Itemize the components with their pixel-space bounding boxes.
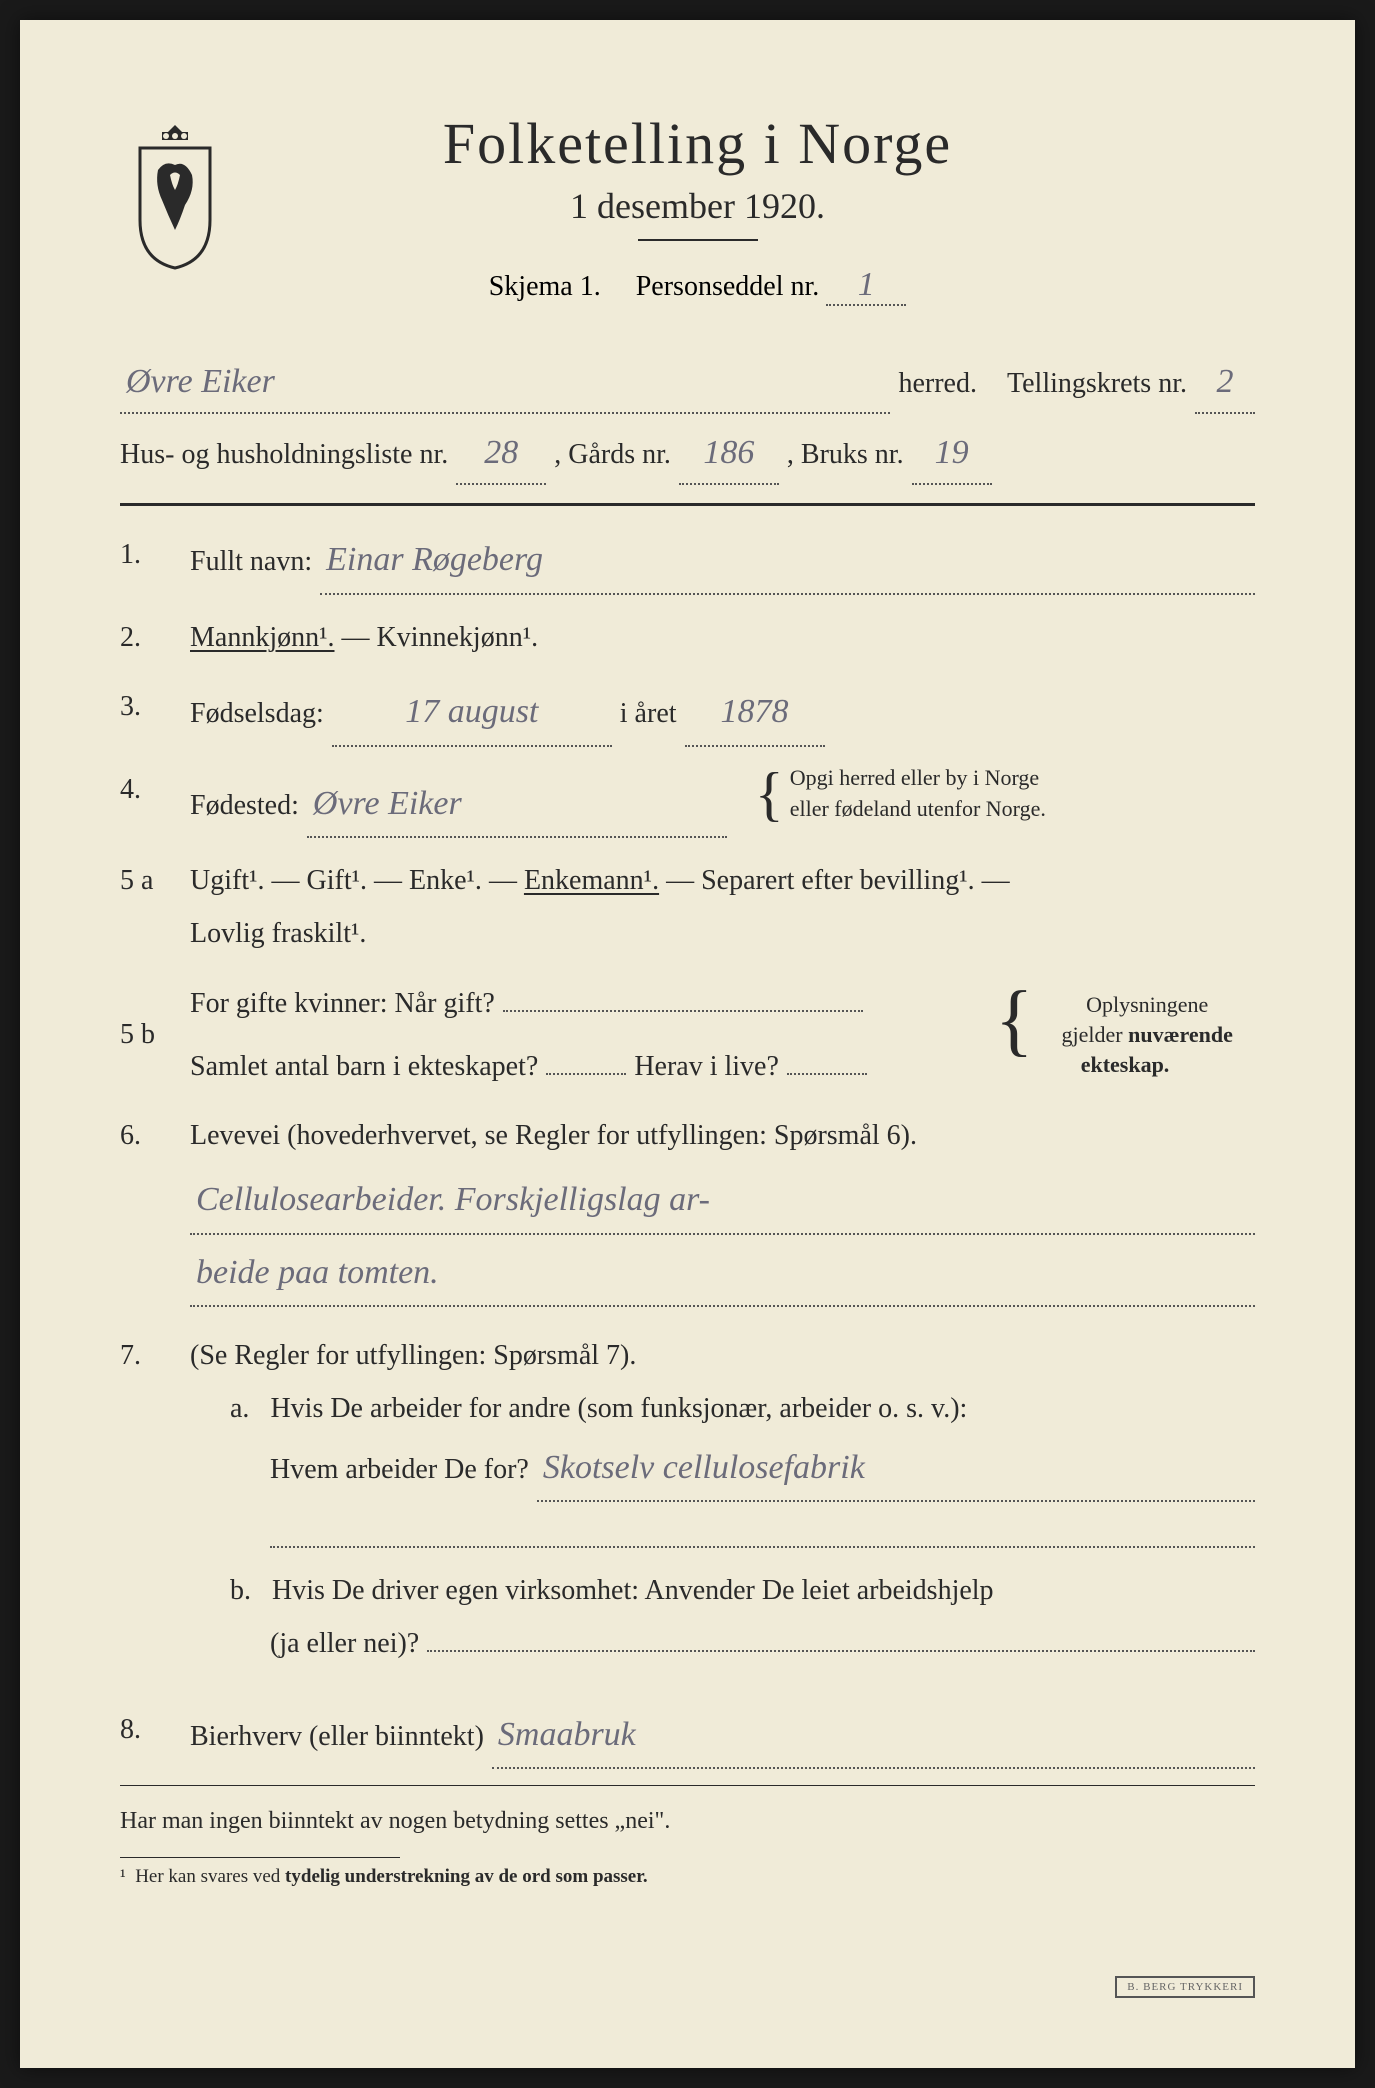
tellingskrets-nr: 2 — [1195, 351, 1255, 414]
q3-year: 1878 — [685, 680, 825, 747]
q5b-l2a: Samlet antal barn i ekteskapet? — [190, 1040, 538, 1093]
q6-num: 6. — [120, 1109, 190, 1313]
husliste-nr: 28 — [456, 422, 546, 485]
main-title: Folketelling i Norge — [260, 110, 1135, 177]
q3-num: 3. — [120, 680, 190, 747]
bruks-label: , Bruks nr. — [787, 430, 904, 480]
husliste-label: Hus- og husholdningsliste nr. — [120, 430, 448, 480]
q8-num: 8. — [120, 1703, 190, 1770]
q5a-fraskilt: Lovlig fraskilt¹. — [190, 918, 366, 949]
q5b: 5 b For gifte kvinner: Når gift? Samlet … — [120, 977, 1255, 1093]
q5b-l1-fill — [503, 1010, 863, 1012]
q4: 4. Fødested: Øvre Eiker { Opgi herred el… — [120, 763, 1255, 838]
header: Folketelling i Norge 1 desember 1920. Sk… — [120, 110, 1255, 321]
schema-line: Skjema 1. Personseddel nr. 1 — [260, 266, 1135, 306]
q8-label: Bierhverv (eller biinntekt) — [190, 1710, 484, 1763]
divider-2 — [120, 1785, 1255, 1786]
divider-1 — [120, 503, 1255, 506]
title-rule — [638, 239, 758, 241]
q4-label: Fødested: — [190, 779, 299, 832]
q3-day: 17 august — [332, 680, 612, 747]
q5a-separert: Separert efter bevilling¹. — [701, 865, 975, 896]
q2-mannkjonn: Mannkjønn¹. — [190, 622, 335, 653]
q6-label: Levevei (hovederhvervet, se Regler for u… — [190, 1120, 917, 1151]
q7a-label: a. — [230, 1393, 249, 1424]
q5a-enkemann: Enkemann¹. — [524, 865, 659, 896]
herred-label: herred. — [898, 359, 977, 409]
q3: 3. Fødselsdag: 17 august i året 1878 — [120, 680, 1255, 747]
gards-label: , Gårds nr. — [554, 430, 671, 480]
q7b-text1: Hvis De driver egen virksomhet: Anvender… — [272, 1575, 994, 1606]
herred-line: Øvre Eiker herred. Tellingskrets nr. 2 — [120, 351, 1255, 414]
gards-nr: 186 — [679, 422, 779, 485]
q5b-l2b: Herav i live? — [634, 1040, 779, 1093]
personseddel-label: Personseddel nr. — [636, 271, 820, 302]
q7a-text1: Hvis De arbeider for andre (som funksjon… — [270, 1393, 967, 1424]
q4-value: Øvre Eiker — [307, 772, 727, 839]
skjema-label: Skjema 1. — [489, 271, 601, 302]
q6-value-l1: Cellulosearbeider. Forskjelligslag ar- — [190, 1168, 1255, 1235]
q7a-text2: Hvem arbeider De for? — [270, 1443, 529, 1496]
q1-num: 1. — [120, 528, 190, 595]
q4-note: { Opgi herred eller by i Norge eller fød… — [755, 763, 1046, 825]
q5b-l2a-fill — [546, 1073, 626, 1075]
q7b-fill — [427, 1650, 1255, 1652]
q3-label: Fødselsdag: — [190, 687, 324, 740]
coat-of-arms-icon — [120, 120, 230, 270]
q5b-note-l1: Oplysningene — [1086, 992, 1208, 1017]
q8-value: Smaabruk — [492, 1703, 1255, 1770]
title-block: Folketelling i Norge 1 desember 1920. Sk… — [260, 110, 1255, 321]
q7: 7. (Se Regler for utfyllingen: Spørsmål … — [120, 1329, 1255, 1686]
q7b: b. Hvis De driver egen virksomhet: Anven… — [230, 1564, 1255, 1670]
q7-label: (Se Regler for utfyllingen: Spørsmål 7). — [190, 1340, 636, 1371]
q4-note-l2: eller fødeland utenfor Norge. — [790, 796, 1046, 821]
q1-value: Einar Røgeberg — [320, 528, 1255, 595]
census-form-page: Folketelling i Norge 1 desember 1920. Sk… — [20, 20, 1355, 2068]
footnote-text: Her kan svares ved tydelig understreknin… — [135, 1866, 647, 1887]
q4-note-l1: Opgi herred eller by i Norge — [790, 765, 1039, 790]
q3-mid: i året — [620, 687, 677, 740]
q7a: a. Hvis De arbeider for andre (som funks… — [230, 1382, 1255, 1548]
biinntekt-note: Har man ingen biinntekt av nogen betydni… — [120, 1800, 1255, 1843]
q7b-text2: (ja eller nei)? — [270, 1617, 419, 1670]
q6: 6. Levevei (hovederhvervet, se Regler fo… — [120, 1109, 1255, 1313]
q5b-l1: For gifte kvinner: Når gift? — [190, 977, 495, 1030]
q5a-num: 5 a — [120, 854, 190, 960]
personseddel-nr: 1 — [826, 266, 906, 306]
footnote-rule — [120, 1857, 400, 1858]
q2-kvinnekjonn: Kvinnekjønn¹. — [377, 622, 539, 653]
q2: 2. Mannkjønn¹. — Kvinnekjønn¹. — [120, 611, 1255, 664]
q1: 1. Fullt navn: Einar Røgeberg — [120, 528, 1255, 595]
printer-stamp: B. BERG TRYKKERI — [1115, 1976, 1255, 1998]
q5b-l2b-fill — [787, 1073, 867, 1075]
q5a: 5 a Ugift¹. — Gift¹. — Enke¹. — Enkemann… — [120, 854, 1255, 960]
q8: 8. Bierhverv (eller biinntekt) Smaabruk — [120, 1703, 1255, 1770]
q7a-extra-line — [270, 1508, 1255, 1548]
q5a-ugift: Ugift¹. — [190, 865, 265, 896]
q6-value-l2: beide paa tomten. — [190, 1241, 1255, 1308]
q7-num: 7. — [120, 1329, 190, 1686]
footnote: ¹ Her kan svares ved tydelig understrekn… — [120, 1866, 1255, 1888]
q7a-value: Skotselv cellulosefabrik — [537, 1436, 1255, 1503]
herred-value: Øvre Eiker — [120, 351, 890, 414]
q5b-note: { Oplysningene gjelder nuværende ekteska… — [995, 990, 1255, 1079]
husliste-line: Hus- og husholdningsliste nr. 28 , Gårds… — [120, 422, 1255, 485]
q2-dash: — — [342, 622, 377, 653]
footnote-marker: ¹ — [120, 1866, 126, 1887]
q5b-note-l2: gjelder nuværende — [1062, 1022, 1233, 1047]
bruks-nr: 19 — [912, 422, 992, 485]
q1-label: Fullt navn: — [190, 535, 312, 588]
subtitle-date: 1 desember 1920. — [260, 185, 1135, 227]
tellingskrets-label: Tellingskrets nr. — [1007, 359, 1187, 409]
q2-num: 2. — [120, 611, 190, 664]
q5a-gift: Gift¹. — [307, 865, 368, 896]
q5b-num: 5 b — [120, 1008, 190, 1061]
q4-num: 4. — [120, 763, 190, 838]
q5b-note-l3: ekteskap. — [1081, 1052, 1170, 1077]
q5a-enke: Enke¹. — [409, 865, 482, 896]
q7b-label: b. — [230, 1575, 251, 1606]
